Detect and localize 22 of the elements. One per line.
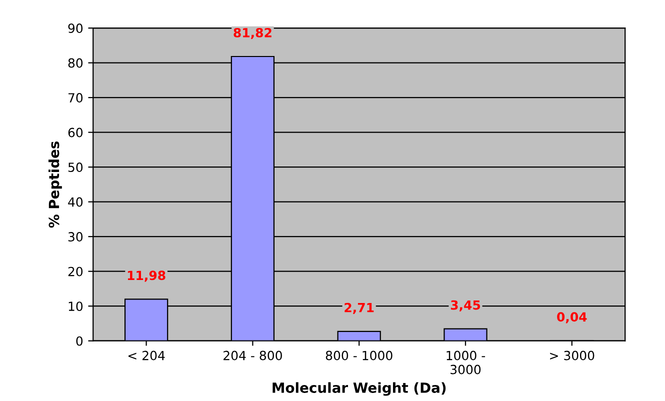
- x-tick-label: > 3000: [550, 350, 594, 360]
- x-tick-label: 800 - 1000: [326, 350, 392, 360]
- x-tick-label: < 204: [128, 350, 165, 360]
- data-label: 0,04: [557, 312, 587, 324]
- y-tick-label: 40: [68, 197, 83, 207]
- data-label: 3,45: [450, 300, 480, 312]
- x-tick-label: 204 - 800: [224, 350, 282, 360]
- y-tick-label: 70: [68, 93, 83, 103]
- data-label: 11,98: [128, 270, 166, 282]
- y-tick-label: 0: [76, 336, 83, 346]
- x-axis-title: Molecular Weight (Da): [272, 382, 446, 396]
- data-label: 2,71: [344, 302, 374, 314]
- y-tick-label: 20: [68, 266, 83, 276]
- y-tick-label: 80: [68, 58, 83, 68]
- y-tick-label: 30: [68, 232, 83, 242]
- y-tick-label: 90: [68, 24, 83, 33]
- x-tick-label: 1000 - 3000: [446, 350, 486, 374]
- y-tick-label: 50: [68, 162, 83, 172]
- y-axis-title: % Peptides: [48, 141, 62, 228]
- y-tick-label: 60: [68, 128, 83, 138]
- data-label: 81,82: [234, 28, 272, 40]
- y-tick-label: 10: [68, 302, 83, 312]
